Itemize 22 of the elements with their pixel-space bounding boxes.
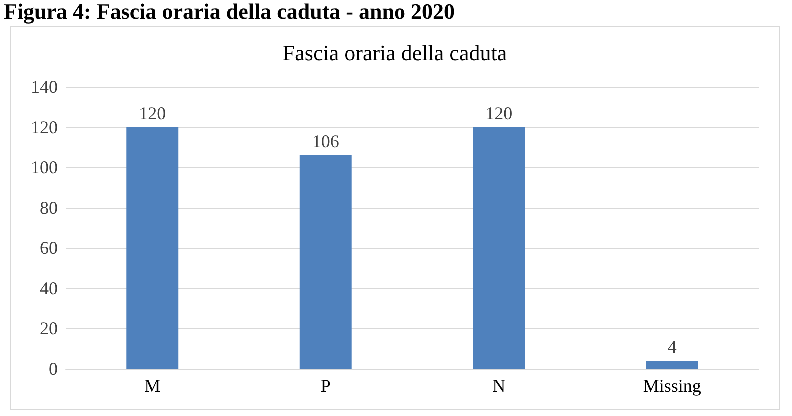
y-tick-label: 100	[31, 158, 58, 178]
y-tick-label: 40	[40, 278, 58, 298]
data-label: 106	[312, 131, 340, 152]
y-tick-label: 60	[40, 238, 58, 258]
chart-title: Figura 4: Fascia oraria della caduta - anno 2020	[3, 0, 456, 24]
y-tick-label: 140	[31, 77, 58, 97]
data-label: 4	[668, 336, 677, 357]
y-tick-label: 120	[31, 117, 58, 138]
data-label: 120	[139, 103, 166, 124]
bar	[473, 127, 526, 369]
bar	[300, 155, 352, 369]
data-label: 120	[486, 103, 513, 124]
bar	[646, 360, 698, 369]
y-tick-label: 0	[49, 359, 58, 379]
x-tick-label: N	[492, 376, 506, 396]
y-tick-label: 20	[40, 318, 58, 339]
x-tick-label: P	[320, 376, 331, 396]
x-tick-label: M	[144, 376, 161, 396]
x-tick-label: Missing	[643, 376, 702, 396]
bar	[126, 127, 179, 369]
y-tick-label: 80	[40, 198, 58, 218]
chart-subtitle: Fascia oraria della caduta	[282, 40, 508, 66]
